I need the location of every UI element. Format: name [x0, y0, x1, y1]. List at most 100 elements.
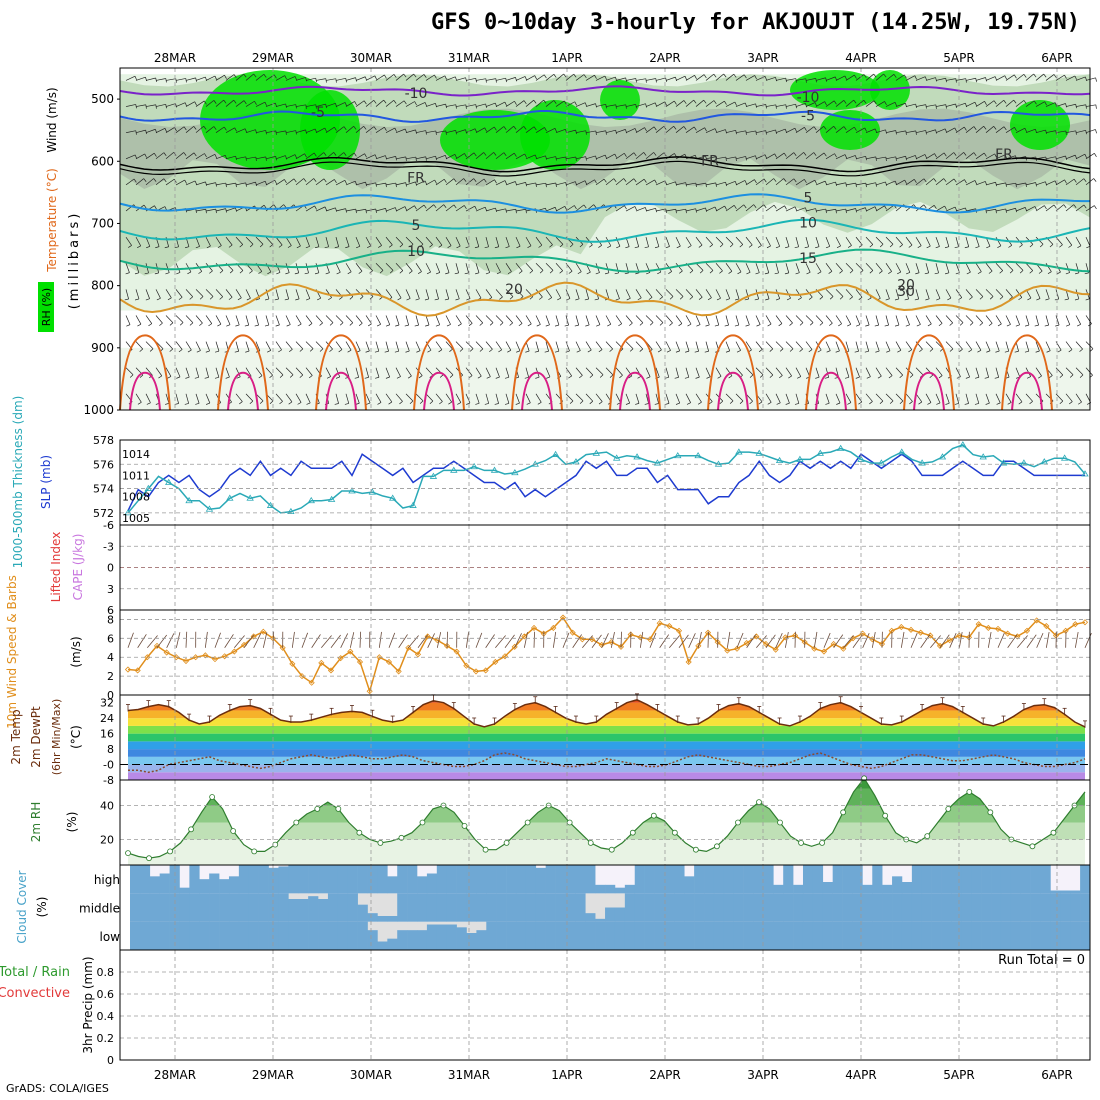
wind-barb — [635, 393, 640, 404]
wind-barb — [1065, 130, 1076, 134]
wind-barb — [915, 272, 920, 275]
wind-barb — [435, 315, 441, 325]
wind-barb — [695, 341, 699, 352]
wind-barb — [654, 403, 659, 405]
wind-barb — [405, 350, 410, 353]
wind-barb-10m — [214, 632, 221, 648]
wind-barb-10m — [436, 632, 442, 648]
date-label-top: 28MAR — [154, 51, 196, 65]
wind-barb — [245, 289, 251, 299]
wind-barb — [329, 348, 333, 352]
wind-barb — [965, 180, 976, 186]
wind-barb — [365, 341, 370, 352]
wind-barb — [1065, 341, 1073, 350]
wind-barb — [295, 77, 306, 81]
wind-barb — [1035, 101, 1045, 107]
wind-barb — [845, 236, 852, 246]
cloud-bar-high — [149, 876, 160, 894]
wind-barb — [985, 100, 995, 107]
wind-barb-10m — [649, 632, 657, 648]
wind-barb — [294, 76, 297, 81]
wind-barb — [1025, 341, 1030, 352]
wind-barb — [465, 315, 473, 324]
wind-barb — [369, 296, 374, 300]
wind-barb-10m — [688, 633, 696, 648]
wind-barb — [289, 374, 294, 378]
wind-barb — [915, 104, 926, 107]
wind-barb — [974, 180, 977, 185]
wind-barb — [425, 74, 435, 81]
wind-barb — [765, 76, 776, 81]
wind-barb — [414, 205, 417, 210]
cloud-bar-low — [228, 921, 240, 950]
wind-barb — [645, 103, 647, 108]
wind-barb — [1025, 315, 1030, 326]
wind-barb — [245, 129, 256, 134]
wind-barb — [195, 153, 205, 160]
wind-barb — [375, 376, 380, 379]
thickness-line-point — [266, 501, 275, 508]
contour-label: 10 — [407, 244, 425, 260]
wind-barb — [365, 367, 369, 378]
wind-barb — [625, 289, 631, 299]
wind-barb — [705, 73, 714, 81]
wind-barb — [209, 296, 214, 300]
wind-speed-line-point — [318, 659, 325, 666]
wind-barb — [1019, 270, 1024, 274]
wind-barb — [935, 315, 943, 324]
wind-barb — [764, 154, 767, 159]
cloud-bar-low — [1040, 921, 1051, 950]
wind-barb — [943, 178, 947, 182]
contour-label: 20 — [897, 278, 915, 294]
wind-barb — [385, 341, 389, 352]
wind-barb — [805, 263, 811, 273]
wind-barb — [685, 367, 690, 378]
wind-barb — [1095, 129, 1097, 134]
temp-tick-label: 16 — [100, 728, 114, 741]
wind-barb — [515, 341, 521, 351]
wind-barb — [1035, 205, 1045, 212]
wind-barb — [904, 298, 909, 301]
cloud-bar-low — [417, 930, 428, 950]
wind-barb — [758, 349, 763, 353]
rh-point — [524, 819, 531, 826]
wind-barb — [915, 263, 920, 273]
wind-barb — [675, 263, 683, 272]
wind-barb — [125, 154, 136, 160]
wind-barb — [1025, 100, 1035, 107]
wind-barb — [795, 315, 804, 323]
wind-barb — [295, 341, 304, 350]
wind-barb — [555, 263, 563, 271]
wind-barb — [249, 243, 254, 248]
wind-barb — [875, 156, 886, 160]
wind-barb — [426, 271, 431, 275]
wind-barb — [635, 103, 646, 107]
wind-barb — [927, 323, 932, 327]
wind-barb — [505, 341, 512, 351]
wind-barb — [905, 236, 913, 246]
wind-barb — [345, 77, 356, 81]
wind-barb — [365, 154, 376, 160]
wind-barb — [995, 393, 1001, 404]
wind-barb — [399, 270, 404, 274]
wind-barb — [697, 401, 702, 405]
wind-barb — [595, 103, 597, 108]
wind-barb — [899, 400, 904, 404]
temperature-axis-label: Temperature (°C) — [45, 168, 59, 273]
wind-barb — [145, 237, 151, 247]
wind-barb — [979, 296, 984, 300]
precip-tick-label: 0.4 — [97, 1010, 115, 1023]
wind-barb — [635, 272, 640, 275]
wind-barb — [285, 263, 290, 273]
wind-barb — [885, 236, 894, 245]
wind-barb — [385, 367, 391, 378]
wind-barb — [725, 156, 736, 160]
isotherm-25 — [413, 334, 465, 411]
wind-barb — [195, 315, 203, 324]
wind-barb — [675, 402, 680, 405]
cloud-bar-high — [931, 865, 942, 894]
wind-barb — [944, 128, 947, 133]
wind-barb — [865, 156, 876, 160]
thickness-line-point — [429, 472, 438, 479]
wind-barb — [715, 315, 720, 326]
